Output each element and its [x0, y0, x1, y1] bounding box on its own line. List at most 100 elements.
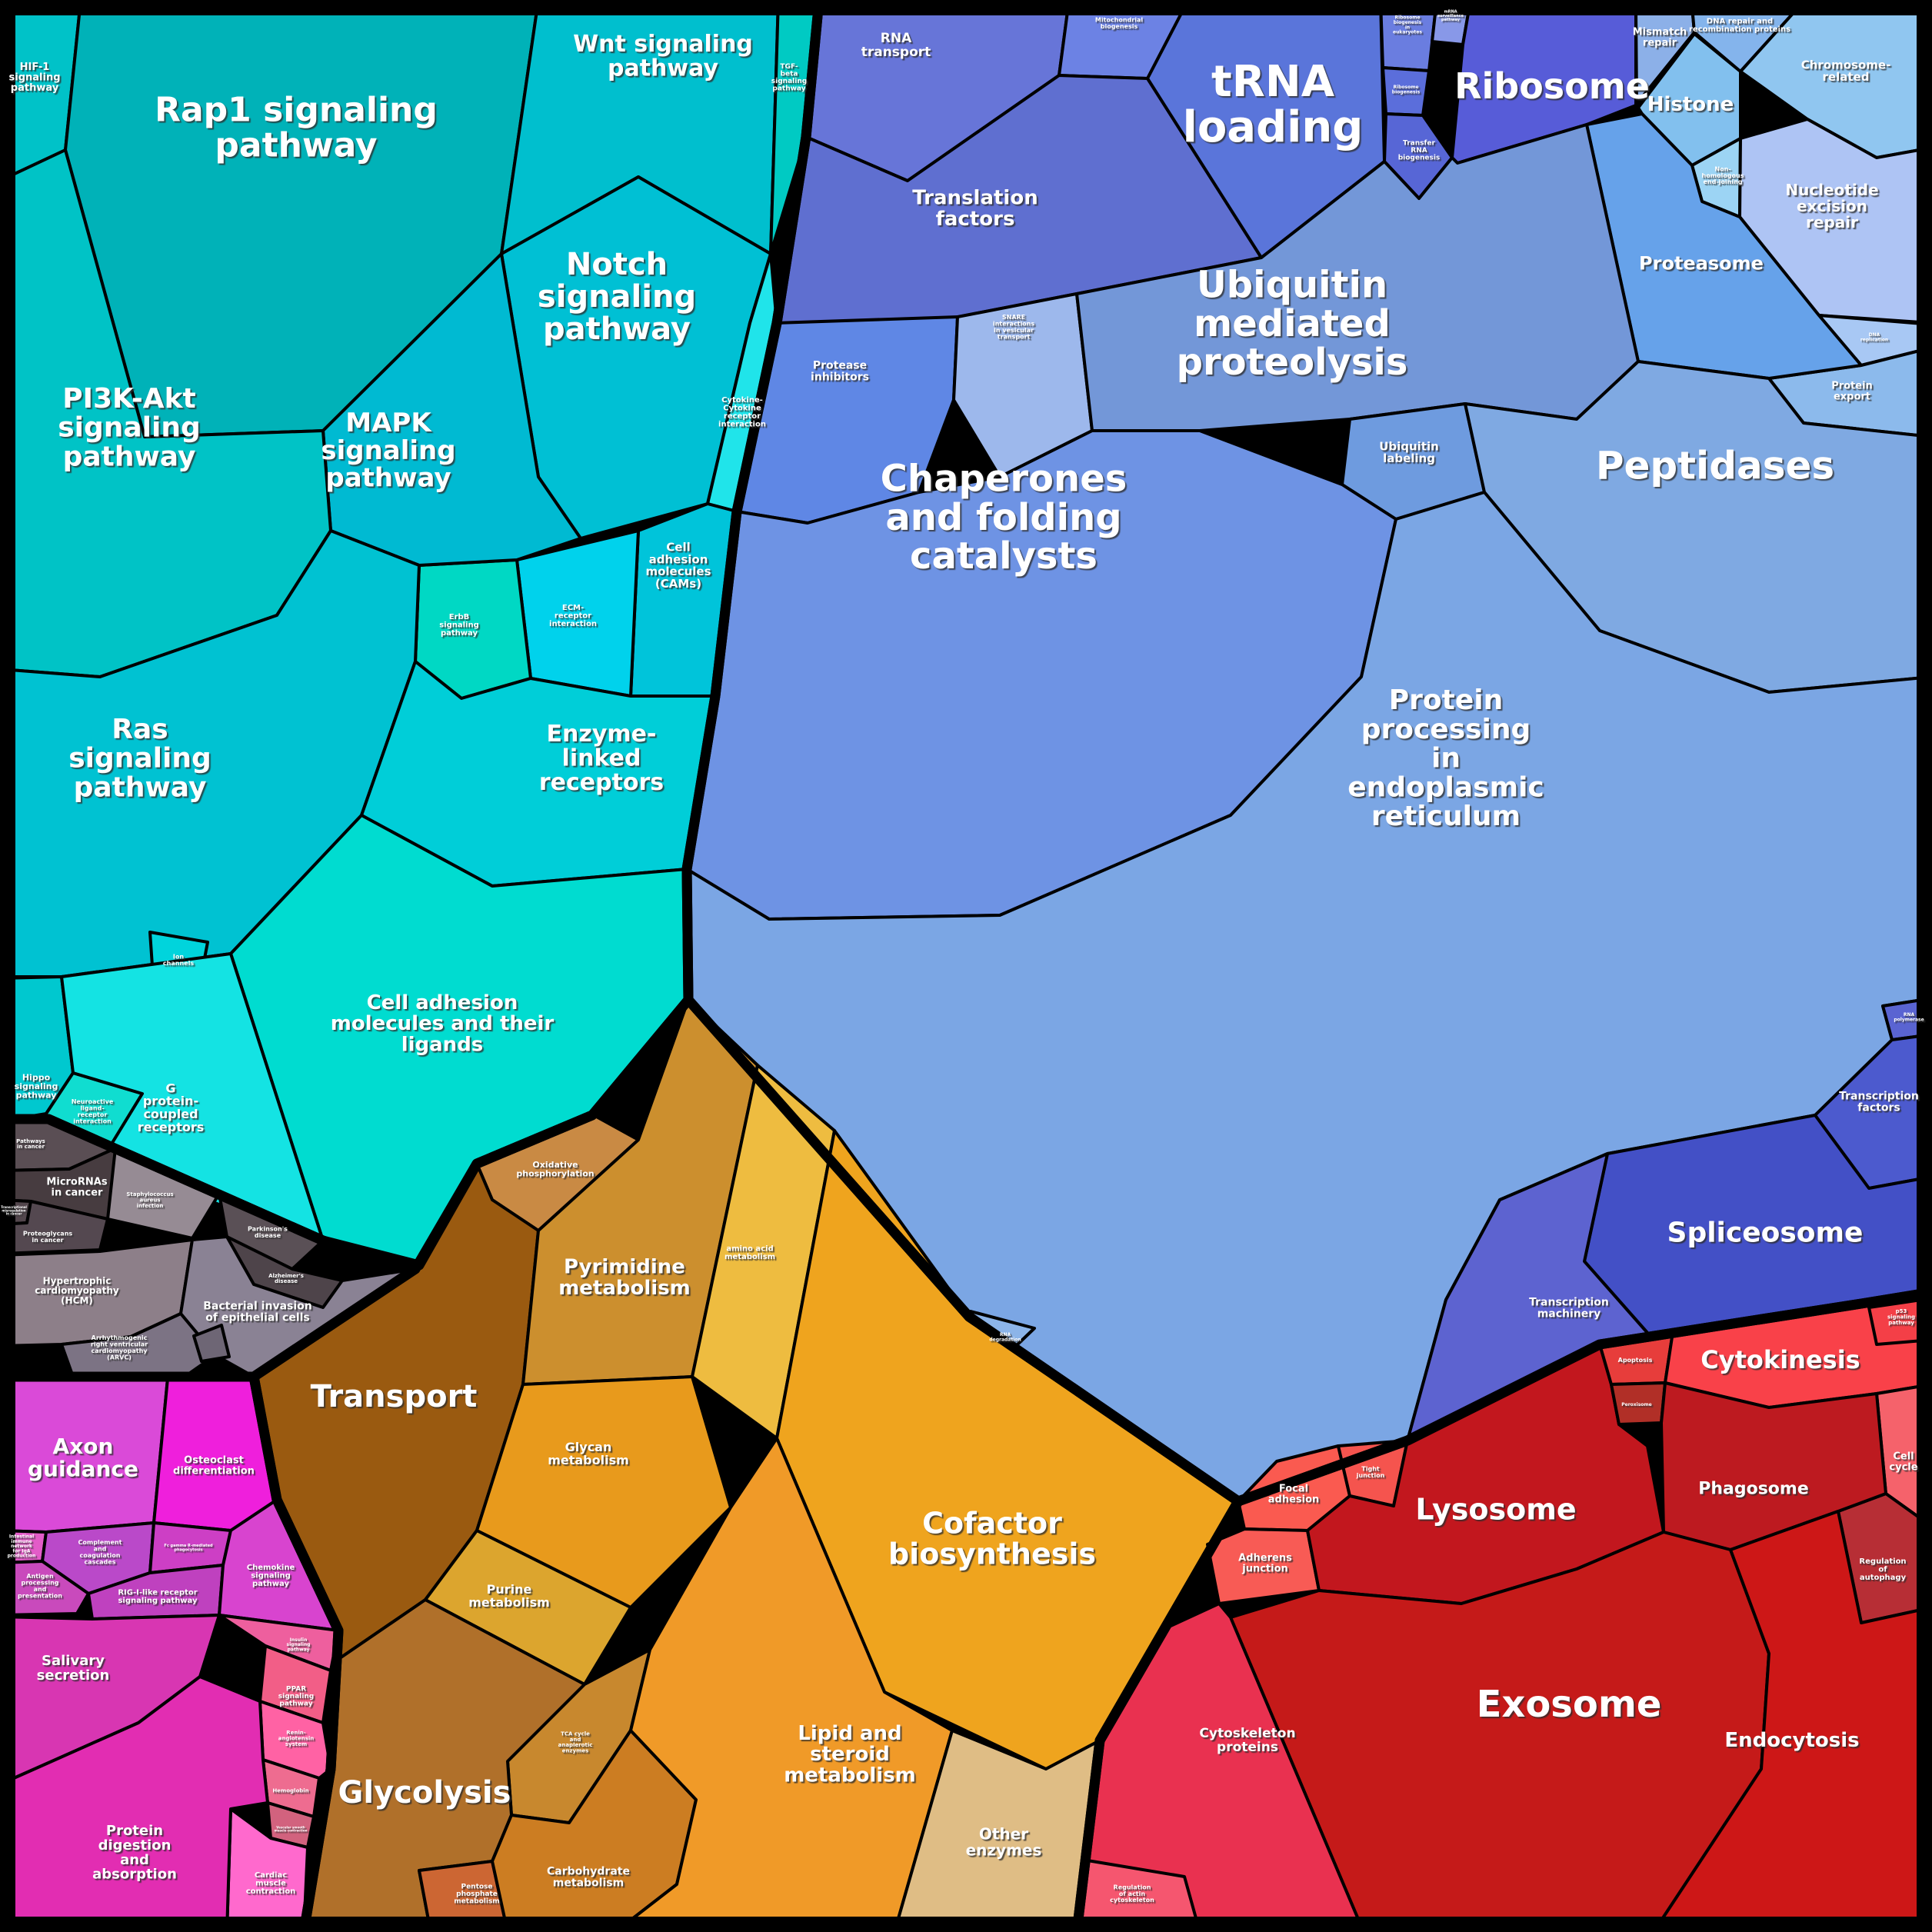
label-line: muscle contraction: [274, 1829, 307, 1833]
label-cardiac: Cardiac muscle contraction: [246, 1871, 296, 1896]
label-line: junction: [1356, 1472, 1385, 1479]
label-line: pathway: [608, 55, 718, 82]
cell-p53[interactable]: [1867, 1297, 1932, 1346]
label-line: pathway: [441, 629, 478, 638]
label-line: anaplerotic: [558, 1742, 593, 1748]
label-line: network: [11, 1544, 33, 1549]
label-line: signaling: [538, 279, 696, 315]
label-cytoskel: Cytoskeleton proteins: [1199, 1726, 1295, 1755]
label-rnadeg: RNA degradation: [989, 1332, 1021, 1342]
label-line: factors: [936, 208, 1015, 231]
label-line: signaling: [251, 1572, 291, 1581]
label-rap1: Rap1 signaling pathway: [155, 90, 438, 165]
label-line: processing: [1361, 714, 1531, 745]
label-line: HIF-1: [20, 62, 50, 73]
label-ion: Ion channels: [163, 954, 194, 967]
label-arvc: Arrhythmogenic right ventricular cardiomyo…: [91, 1334, 148, 1361]
label-line: receptor: [724, 412, 761, 421]
label-line: interaction: [549, 620, 597, 628]
label-line: MAPK: [345, 408, 432, 438]
cell-glycan[interactable]: [475, 1375, 732, 1609]
label-line: Salivary: [42, 1653, 105, 1669]
label-line: Protein: [1831, 381, 1873, 392]
cell-lipid[interactable]: [614, 1437, 954, 1932]
label-line: junction: [1241, 1563, 1288, 1574]
label-otherenz: Other enzymes: [966, 1825, 1042, 1860]
label-line: signaling: [68, 743, 212, 774]
label-endocytosis: Endocytosis: [1724, 1729, 1859, 1752]
label-mitobio: Mitochondrial biogenesis: [1095, 17, 1143, 30]
label-line: receptor: [555, 612, 591, 621]
label-rnatransport: RNA transport: [861, 31, 931, 60]
label-line: cytoskeleton: [1110, 1897, 1154, 1904]
label-line: metabolism: [553, 1877, 624, 1889]
label-line: channels: [163, 960, 194, 967]
label-line: in cancer: [32, 1237, 63, 1244]
label-proteindig: Protein digestion and absorption: [92, 1823, 177, 1883]
label-line: tRNA: [1211, 57, 1335, 107]
label-line: interaction: [718, 420, 766, 428]
label-line: (HCM): [61, 1295, 93, 1306]
label-line: cascades: [85, 1558, 116, 1565]
label-ublabel: Ubiquitin labeling: [1379, 439, 1439, 465]
cell-endocytosis[interactable]: [1652, 1510, 1932, 1932]
label-line: interaction: [73, 1118, 112, 1124]
label-line: factors: [1857, 1101, 1900, 1114]
label-line: (ARVC): [107, 1354, 132, 1361]
label-micrornas: MicroRNAs in cancer: [46, 1177, 107, 1199]
label-line: pathway: [11, 82, 59, 94]
label-ner: Nucleotide excision repair: [1785, 181, 1878, 232]
label-pper: Protein processing in endoplasmic reticulum: [1347, 685, 1544, 832]
label-lipid: Lipid and steroid metabolism: [784, 1722, 916, 1787]
label-line: Hypertrophic: [43, 1276, 112, 1287]
cell-proteindig[interactable]: [0, 1675, 269, 1932]
label-line: Cytokine-: [721, 396, 763, 405]
cell-antigen[interactable]: [0, 1560, 90, 1617]
label-line: metabolism: [548, 1453, 629, 1467]
label-line: p53: [1896, 1308, 1907, 1314]
label-line: RNA: [1000, 1332, 1011, 1337]
label-line: machinery: [1537, 1307, 1601, 1320]
label-line: of epithelial cells: [205, 1311, 310, 1324]
label-line: disease: [275, 1278, 298, 1284]
label-line: Alzheimer's: [268, 1273, 304, 1279]
cell-ubiq[interactable]: [1075, 123, 1640, 432]
label-ecm: ECM-receptor interaction: [549, 604, 597, 628]
label-line: disease: [255, 1232, 281, 1239]
label-line: Hippo: [22, 1072, 51, 1082]
label-line: Ion: [173, 954, 184, 961]
label-line: signaling: [439, 621, 479, 630]
label-line: Neuroactive: [72, 1098, 114, 1105]
label-line: right ventricular: [91, 1341, 148, 1348]
cell-dilated[interactable]: [192, 1324, 231, 1363]
label-p53: p53 signaling pathway: [1887, 1308, 1915, 1326]
label-line: system: [285, 1741, 307, 1747]
label-line: Purine: [487, 1582, 532, 1597]
label-line: protein-: [143, 1094, 198, 1108]
label-salivary: Salivary secretion: [37, 1653, 110, 1684]
label-line: Ribosome: [1454, 65, 1650, 107]
label-line: molecules: [645, 565, 711, 578]
label-line: cardiomyopathy: [35, 1285, 119, 1296]
label-line: of actin: [1119, 1890, 1145, 1897]
cell-pentose[interactable]: [418, 1860, 509, 1932]
label-line: Transfer: [1403, 140, 1435, 148]
label-tfactors: Translation factors: [912, 186, 1038, 230]
label-proteasome: Proteasome: [1639, 252, 1764, 274]
label-rbe: Ribosome biogenesis in eukaryotes: [1393, 15, 1422, 35]
label-line: mRNA: [1444, 10, 1457, 15]
label-line: signaling: [9, 72, 61, 84]
label-mrnasurv: mRNA surveillance pathway: [1437, 10, 1464, 23]
label-antigen: Antigen processing and presentation: [18, 1573, 62, 1599]
label-line: Transcriptional: [1, 1205, 27, 1209]
label-phagosome: Phagosome: [1698, 1480, 1809, 1499]
label-intestinal: Intestinal immune network for IgA production: [8, 1534, 36, 1559]
label-parkinsons: Parkinson's disease: [248, 1226, 288, 1239]
label-wnt: Wnt signaling pathway: [573, 31, 753, 82]
label-line: Notch: [566, 247, 668, 282]
label-line: cycle: [1889, 1461, 1917, 1473]
label-line: Peptidases: [1596, 444, 1834, 488]
